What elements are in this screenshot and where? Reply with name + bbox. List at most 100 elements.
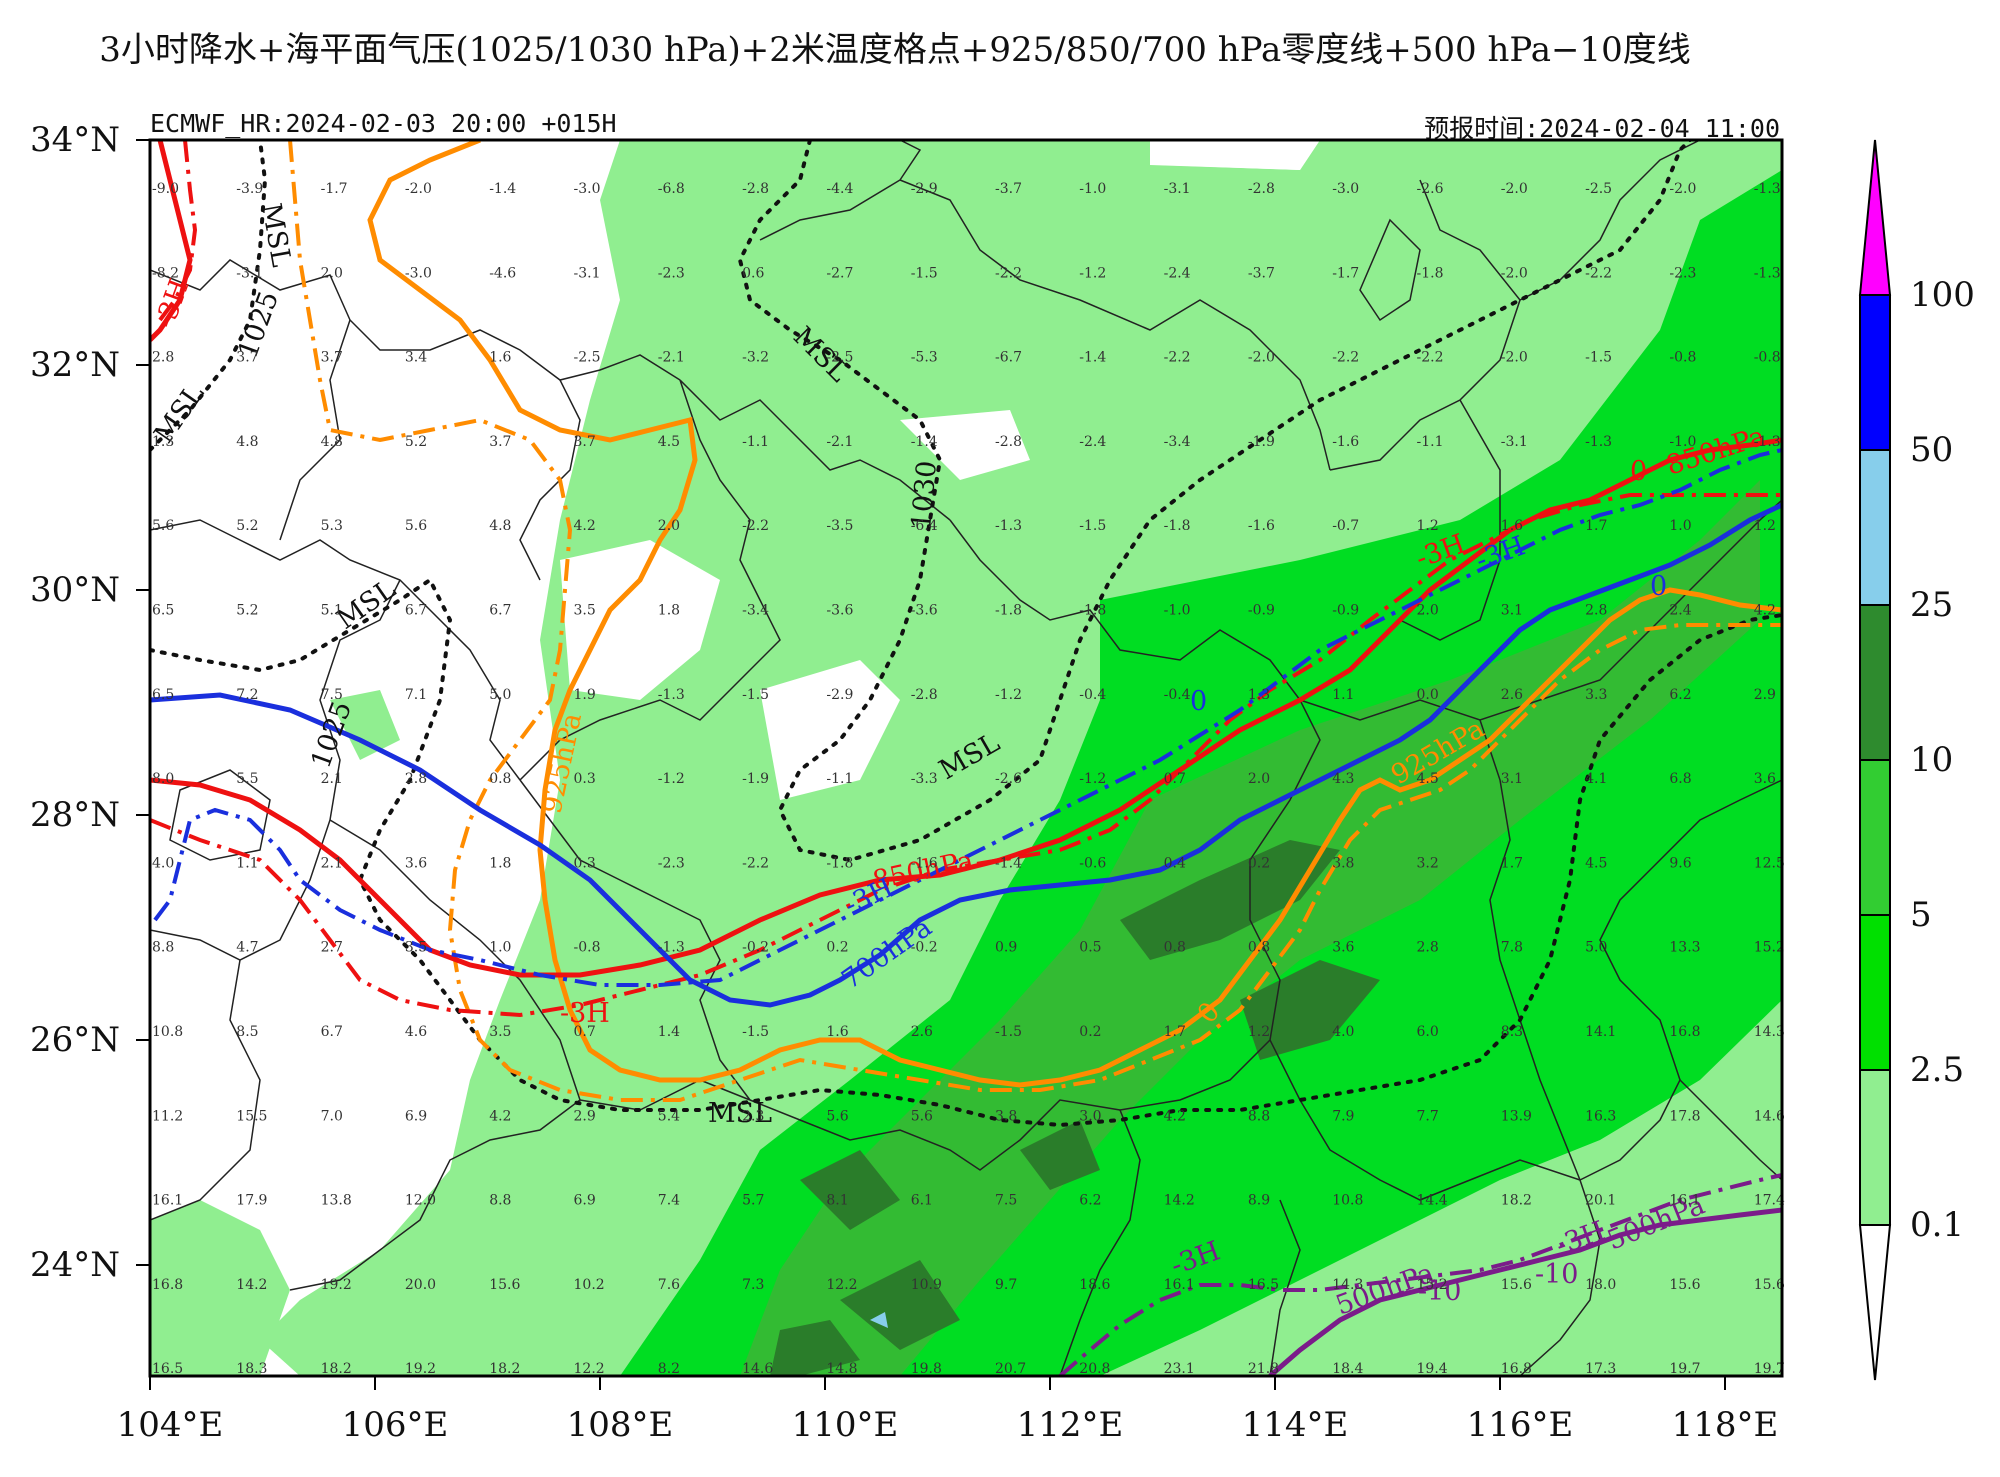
- temperature-value: -3.4: [742, 603, 769, 619]
- boundaries: [150, 140, 1782, 1376]
- temperature-value: 7.2: [236, 687, 258, 703]
- precip-25-50-spot: [870, 1312, 888, 1328]
- temperature-value: -2.4: [1079, 434, 1106, 450]
- temperature-value: 13.9: [1501, 1108, 1532, 1124]
- temperature-value: 8.2: [658, 1361, 680, 1377]
- temperature-value: -2.0: [1248, 350, 1275, 366]
- temperature-value: -2.3: [658, 265, 685, 281]
- temperature-value: 3.5: [574, 603, 596, 619]
- temperature-value: -1.8: [1164, 518, 1191, 534]
- temperature-value: 0.8: [1248, 940, 1270, 956]
- zero-label: 0: [1630, 456, 1647, 487]
- temperature-value: 20.0: [405, 1277, 436, 1293]
- temperature-value: 6.2: [1669, 687, 1691, 703]
- temperature-value: 3.3: [1585, 687, 1607, 703]
- temperature-value: 14.1: [1585, 1024, 1616, 1040]
- temperature-value: 7.6: [658, 1277, 680, 1293]
- precip-gaps: [560, 140, 1320, 800]
- temperature-value: 2.0: [321, 265, 343, 281]
- temperature-value: -3.1: [574, 265, 601, 281]
- colorbar-0.1-2.5: [1859, 1069, 1891, 1226]
- temperature-value: -2.4: [1164, 265, 1191, 281]
- temperature-value: 5.7: [742, 1193, 764, 1209]
- model-info: ECMWF_HR:2024-02-03 20:00 +015H: [150, 109, 617, 138]
- temperature-value: -0.2: [911, 940, 938, 956]
- lat-label: 34°N: [30, 120, 121, 160]
- temperature-value: -3.4: [1164, 434, 1191, 450]
- temperature-value: 1.0: [1669, 518, 1691, 534]
- axis-ticks: [136, 139, 1726, 1390]
- lat-label: 26°N: [30, 1020, 121, 1060]
- temperature-value: 6.0: [1417, 1024, 1439, 1040]
- temperature-value: 16.3: [1585, 1108, 1616, 1124]
- temperature-value: 3.7: [489, 434, 511, 450]
- temperature-value: -0.8: [574, 940, 601, 956]
- temperature-value: 14.3: [1332, 1277, 1363, 1293]
- temperature-value: 0.3: [574, 771, 596, 787]
- temperature-value: -3.7: [995, 181, 1022, 197]
- temperature-value: 1.6: [826, 1024, 848, 1040]
- temperature-value: 19.2: [321, 1277, 352, 1293]
- temperature-value: 5.0: [1585, 940, 1607, 956]
- temperature-value: 1.7: [1501, 855, 1523, 871]
- temperature-value: 1.2: [1754, 518, 1776, 534]
- lon-label: 114°E: [1241, 1405, 1349, 1445]
- temperature-value: 0.2: [826, 940, 848, 956]
- temperature-value: -2.6: [1417, 181, 1444, 197]
- temperature-value: -1.1: [1417, 434, 1444, 450]
- temperature-value: 2.1: [321, 771, 343, 787]
- temperature-value: 14.2: [236, 1277, 267, 1293]
- temperature-value: 1.3: [1248, 687, 1270, 703]
- temperature-value: 2.9: [574, 1108, 596, 1124]
- temperature-value: 8.8: [152, 940, 174, 956]
- temperature-value: 14.2: [1164, 1193, 1195, 1209]
- colorbar-label: 100: [1910, 275, 1975, 315]
- temperature-value: 5.2: [236, 518, 258, 534]
- temperature-value: -2.2: [1164, 350, 1191, 366]
- temperature-value: 7.4: [658, 1193, 680, 1209]
- temperature-value: 4.8: [236, 434, 258, 450]
- temperature-value: 0.6: [742, 265, 764, 281]
- temperature-value: 4.2: [1754, 603, 1776, 619]
- forecast-time: 预报时间:2024-02-04 11:00: [1424, 114, 1780, 143]
- temperature-value: 0.2: [1079, 1024, 1101, 1040]
- temperature-value: 16.8: [152, 1277, 183, 1293]
- temperature-value: 3.7: [321, 350, 343, 366]
- temperature-value: -1.1: [826, 771, 853, 787]
- temperature-value: 1.6: [1501, 518, 1523, 534]
- temperature-value: -2.9: [826, 687, 853, 703]
- temperature-value: 8.8: [489, 1193, 511, 1209]
- temperature-value: -2.0: [1501, 181, 1528, 197]
- temperature-value: 4.5: [1417, 771, 1439, 787]
- temperature-value: 1.3: [152, 434, 174, 450]
- temperature-value: 0.8: [1164, 940, 1186, 956]
- temperature-value: 6.9: [405, 1108, 427, 1124]
- temperature-value: -1.3: [1585, 434, 1612, 450]
- temperature-value: -2.1: [658, 350, 685, 366]
- temperature-value: 5.2: [236, 603, 258, 619]
- temperature-value: -2.2: [1332, 350, 1359, 366]
- temperature-value: 17.8: [1669, 1108, 1700, 1124]
- temperature-value: 0.4: [1164, 855, 1186, 871]
- lon-label: 104°E: [116, 1405, 224, 1445]
- temperature-value: 4.5: [658, 434, 680, 450]
- temperature-value: -3.0: [405, 265, 432, 281]
- temperature-value: -1.8: [1417, 265, 1444, 281]
- temperature-value: 19.2: [405, 1361, 436, 1377]
- temperature-value: 16.1: [152, 1193, 183, 1209]
- temperature-value: -1.4: [911, 434, 938, 450]
- temperature-value: -0.4: [1079, 687, 1106, 703]
- temperature-value: 0.0: [1417, 687, 1439, 703]
- temperature-value: -2.3: [658, 855, 685, 871]
- lat-label: 32°N: [30, 345, 121, 385]
- temperature-value: -2.0: [1669, 181, 1696, 197]
- colorbar: [1858, 139, 1892, 1381]
- temperature-value: -3.0: [574, 181, 601, 197]
- lon-label: 106°E: [341, 1405, 449, 1445]
- temperature-value: -3.0: [1332, 181, 1359, 197]
- temperature-value: 18.0: [1585, 1277, 1616, 1293]
- temperature-value: 7.8: [1501, 940, 1523, 956]
- temperature-value: -1.3: [658, 940, 685, 956]
- t850-3h-line-nw: [158, 140, 198, 322]
- lon-label: 116°E: [1466, 1405, 1574, 1445]
